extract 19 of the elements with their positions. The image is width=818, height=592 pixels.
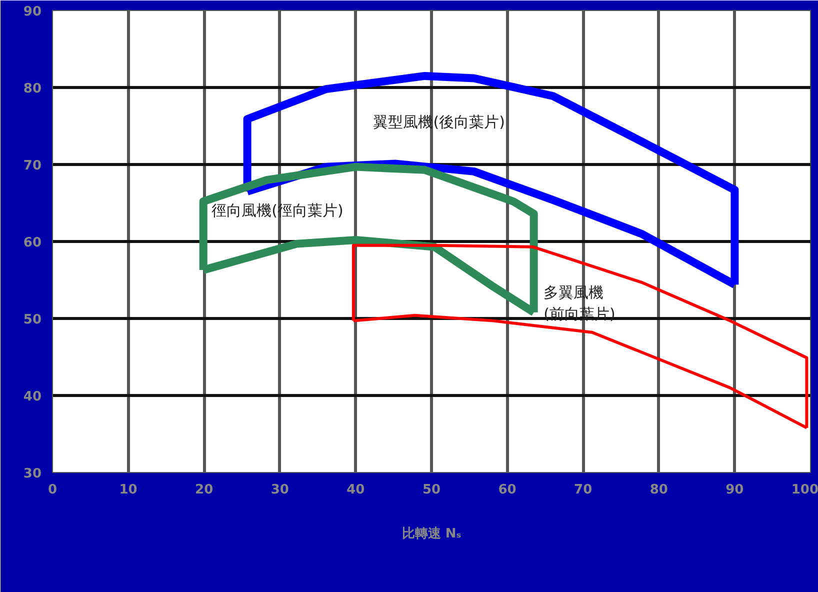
y-tick-label: 30: [23, 466, 42, 482]
y-tick-label: 60: [23, 236, 42, 250]
x-tick-label: 80: [650, 482, 668, 498]
y-tick-label: 70: [23, 158, 42, 174]
x-tick-label: 20: [195, 482, 214, 498]
y-tick-label: 90: [23, 4, 42, 20]
x-tick-label: 10: [119, 482, 138, 498]
x-tick-label: 50: [422, 482, 441, 498]
x-tick-label: 90: [726, 482, 744, 498]
x-tick-label: 70: [574, 482, 592, 498]
x-axis-title: 比轉速 Nₛ: [402, 526, 462, 542]
x-tick-label: 40: [346, 482, 365, 498]
x-tick-label: 30: [270, 482, 289, 498]
x-tick-label: 0: [48, 482, 58, 498]
y-tick-label: 40: [23, 390, 42, 404]
y-tick-label: 50: [23, 312, 42, 328]
x-tick-label: 60: [498, 482, 516, 498]
y-tick-label: 80: [23, 82, 42, 96]
x-tick-label: 100: [791, 482, 818, 498]
